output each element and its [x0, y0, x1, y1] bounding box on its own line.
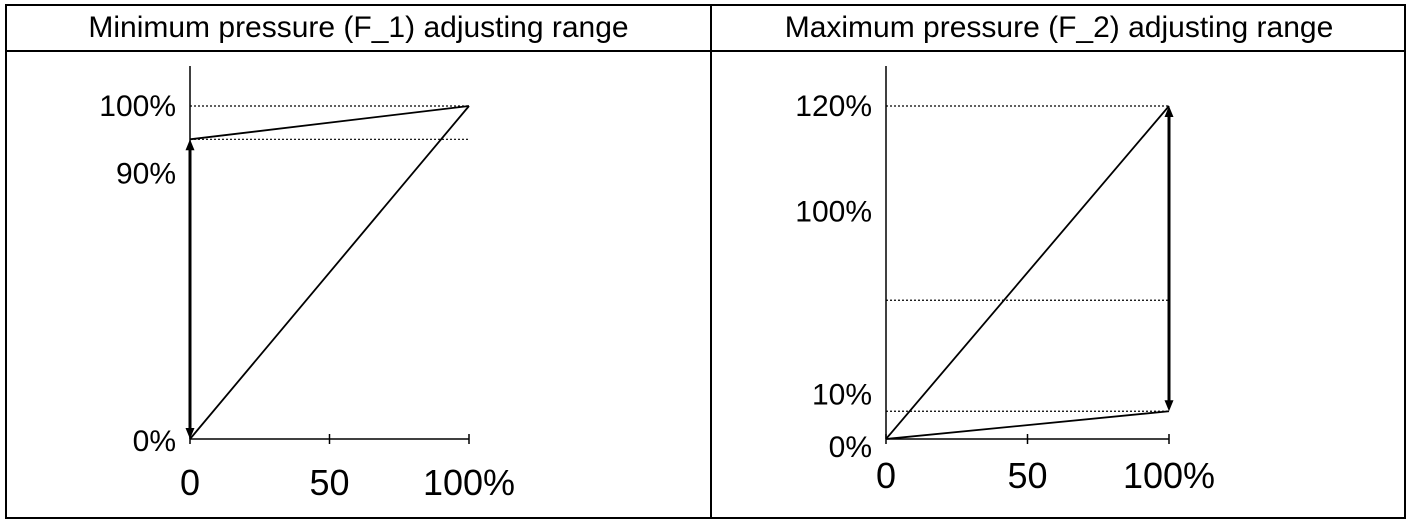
- range-arrow-head-bottom: [1164, 400, 1174, 412]
- series-line-0: [189, 105, 470, 440]
- x-tick-label-0: 0: [180, 462, 200, 503]
- range-arrow-head-bottom: [185, 428, 195, 439]
- y-tick-label-0: 100%: [99, 90, 176, 123]
- minimum-pressure-chart: 0 50 100% 100% 90% 0%: [99, 66, 515, 503]
- x-tick-label-2: 100%: [1123, 455, 1215, 496]
- range-arrow-head-top: [185, 139, 195, 151]
- series-line-1: [189, 105, 470, 141]
- y-tick-label-2: 10%: [812, 378, 872, 411]
- y-tick-label-3: 0%: [829, 431, 872, 464]
- x-tick-label-0: 0: [876, 455, 896, 496]
- left-chart-title: Minimum pressure (F_1) adjusting range: [88, 11, 629, 44]
- chart-frame: Minimum pressure (F_1) adjusting range M…: [5, 4, 1406, 519]
- y-tick-label-1: 90%: [116, 157, 176, 190]
- right-chart-title: Maximum pressure (F_2) adjusting range: [784, 11, 1334, 44]
- x-tick-label-1: 50: [309, 462, 349, 503]
- panel-divider: [710, 6, 712, 517]
- y-tick-label-0: 120%: [795, 90, 872, 123]
- x-tick-label-2: 100%: [423, 462, 515, 503]
- header-divider: [7, 50, 1404, 52]
- series-line-1: [885, 410, 1170, 440]
- y-tick-label-1: 100%: [795, 196, 872, 229]
- series-line-0: [885, 105, 1170, 440]
- maximum-pressure-chart: 0 50 100% 120% 100% 10% 0%: [795, 66, 1215, 496]
- y-tick-label-2: 0%: [133, 425, 176, 458]
- range-arrow-head-top: [1164, 106, 1174, 117]
- x-tick-label-1: 50: [1007, 455, 1047, 496]
